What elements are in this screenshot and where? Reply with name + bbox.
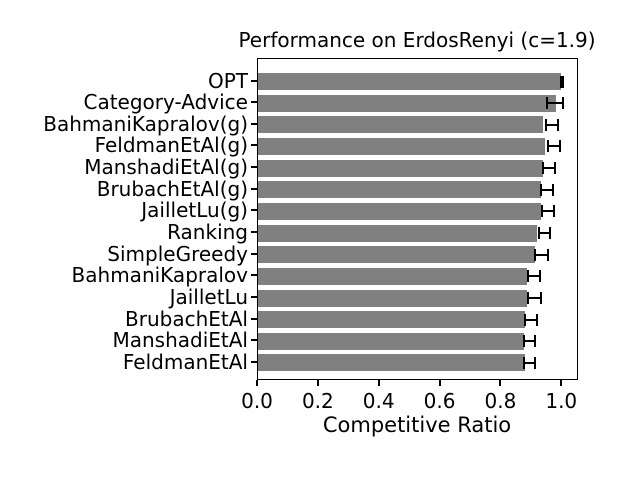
y-label-ManshadiEtAl: ManshadiEtAl [112,328,248,353]
error-cap-lo-JailletLu(g) [540,205,543,218]
error-cap-hi-SimpleGreedy [546,248,549,261]
error-bar-BrubachEtAl [525,318,538,321]
error-cap-hi-Ranking [549,227,552,240]
y-label-JailletLu(g): JailletLu(g) [141,198,248,223]
bar-SimpleGreedy [258,246,535,264]
x-tick-1.0 [560,380,563,386]
y-tick-JailletLu(g) [251,209,257,212]
error-bar-Category-Advice [547,102,564,105]
x-tick-label-0.4: 0.4 [362,389,395,413]
error-bar-ManshadiEtAl [523,340,535,343]
error-cap-hi-JailletLu(g) [552,205,555,218]
bar-JailletLu(g) [258,202,541,220]
error-cap-lo-Ranking [537,227,540,240]
error-cap-lo-ManshadiEtAl(g) [542,162,545,175]
error-cap-lo-Category-Advice [546,97,549,110]
error-cap-lo-SimpleGreedy [534,248,537,261]
x-tick-label-0.2: 0.2 [301,389,334,413]
error-cap-lo-BahmaniKapralov(g) [544,118,547,131]
bar-Ranking [258,224,538,242]
error-bar-SimpleGreedy [535,253,548,256]
y-tick-OPT [251,79,257,82]
y-tick-FeldmanEtAl(g) [251,144,257,147]
y-label-ManshadiEtAl(g): ManshadiEtAl(g) [84,155,248,180]
error-bar-FeldmanEtAl(g) [547,145,560,148]
bar-BahmaniKapralov(g) [258,116,544,134]
y-label-FeldmanEtAl: FeldmanEtAl [122,349,248,374]
y-tick-Category-Advice [251,101,257,104]
bar-FeldmanEtAl(g) [258,137,545,155]
x-tick-label-1.0: 1.0 [545,389,578,413]
error-bar-JailletLu(g) [541,210,554,213]
x-tick-0.6 [438,380,441,386]
bar-FeldmanEtAl [258,354,525,372]
error-cap-hi-OPT [561,75,564,88]
error-bar-BrubachEtAl(g) [541,188,554,191]
x-tick-label-0.0: 0.0 [241,389,273,413]
error-cap-hi-Category-Advice [562,97,565,110]
x-axis-title: Competitive Ratio [322,413,512,437]
y-label-Ranking: Ranking [167,220,248,245]
bar-JailletLu [258,289,528,307]
y-tick-SimpleGreedy [251,252,257,255]
error-cap-lo-JailletLu [526,292,529,304]
y-label-BahmaniKapralov(g): BahmaniKapralov(g) [43,111,248,136]
error-bar-JailletLu [527,297,541,299]
error-cap-hi-FeldmanEtAl [534,356,537,369]
error-cap-hi-JailletLu [539,292,542,304]
error-bar-Ranking [538,232,551,235]
x-tick-0.4 [377,380,380,386]
error-cap-lo-ManshadiEtAl [522,335,525,348]
error-cap-hi-BahmaniKapralov(g) [557,118,559,131]
y-tick-ManshadiEtAl(g) [251,166,257,169]
bar-BrubachEtAl [258,311,526,329]
bar-OPT [258,73,562,90]
error-cap-hi-BrubachEtAl(g) [552,183,555,196]
y-tick-BahmaniKapralov [251,274,257,277]
y-label-JailletLu: JailletLu [169,285,248,309]
error-cap-lo-BrubachEtAl [524,313,527,326]
plot-area [257,58,578,380]
error-cap-lo-BrubachEtAl(g) [540,183,543,196]
bar-Category-Advice [258,94,556,112]
error-bar-ManshadiEtAl(g) [543,167,556,170]
y-tick-ManshadiEtAl [251,339,257,342]
error-cap-hi-ManshadiEtAl [533,335,536,348]
y-tick-FeldmanEtAl [251,360,257,363]
bar-BahmaniKapralov [258,267,527,285]
y-tick-BrubachEtAl [251,317,257,320]
y-label-BahmaniKapralov: BahmaniKapralov [71,263,248,288]
x-tick-label-0.8: 0.8 [484,389,517,413]
x-tick-label-0.6: 0.6 [423,389,456,413]
error-cap-lo-BahmaniKapralov [526,270,529,283]
y-label-BrubachEtAl(g): BrubachEtAl(g) [96,176,248,201]
error-bar-BahmaniKapralov(g) [545,123,558,126]
error-cap-hi-BrubachEtAl [536,313,539,326]
chart-title: Performance on ErdosRenyi (c=1.9) [238,28,596,52]
error-bar-FeldmanEtAl [523,361,536,364]
error-bar-BahmaniKapralov [527,275,540,278]
y-tick-Ranking [251,231,257,234]
error-cap-hi-BahmaniKapralov [538,270,541,283]
bar-ManshadiEtAl(g) [258,159,544,177]
bar-BrubachEtAl(g) [258,181,542,199]
x-tick-0.0 [256,380,258,386]
error-cap-hi-ManshadiEtAl(g) [554,162,557,175]
y-label-Category-Advice: Category-Advice [83,90,248,115]
error-cap-hi-FeldmanEtAl(g) [558,140,561,153]
y-tick-JailletLu [251,296,257,298]
x-tick-0.8 [499,380,502,386]
error-cap-lo-OPT [560,75,563,88]
error-cap-lo-FeldmanEtAl [522,356,525,369]
y-label-OPT: OPT [207,68,248,93]
y-tick-BrubachEtAl(g) [251,187,257,190]
y-label-FeldmanEtAl(g): FeldmanEtAl(g) [94,133,248,158]
error-cap-lo-FeldmanEtAl(g) [546,140,549,153]
x-tick-0.2 [316,380,319,386]
y-tick-BahmaniKapralov(g) [251,122,257,125]
y-label-SimpleGreedy: SimpleGreedy [107,241,248,266]
y-label-BrubachEtAl: BrubachEtAl [125,306,248,331]
bar-ManshadiEtAl [258,332,524,350]
